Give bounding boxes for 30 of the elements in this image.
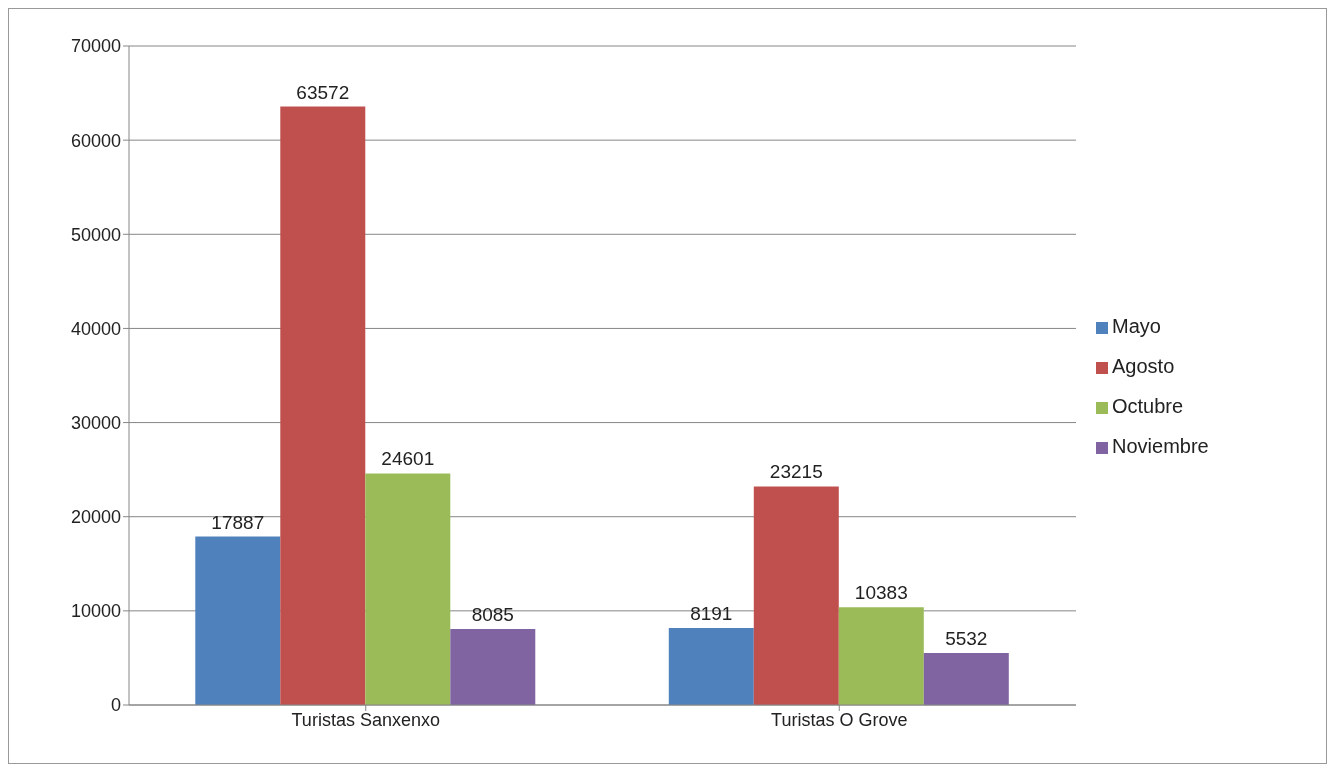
y-tick-label: 0 bbox=[110, 695, 121, 716]
legend-label: Octubre bbox=[1112, 395, 1184, 417]
data-label: 10383 bbox=[854, 582, 908, 604]
y-tick-label: 30000 bbox=[70, 412, 121, 433]
bar bbox=[365, 473, 451, 705]
data-label: 63572 bbox=[296, 81, 350, 103]
legend-label: Noviembre bbox=[1112, 435, 1209, 457]
data-label: 23215 bbox=[769, 461, 823, 483]
bar bbox=[753, 486, 839, 705]
y-tick-label: 60000 bbox=[70, 130, 121, 151]
data-label: 5532 bbox=[945, 627, 988, 649]
legend-label: Agosto bbox=[1112, 355, 1175, 377]
bar bbox=[668, 627, 754, 705]
x-tick-label: Turistas Sanxenxo bbox=[291, 709, 440, 730]
data-label: 24601 bbox=[381, 448, 435, 470]
y-tick-label: 70000 bbox=[70, 36, 121, 57]
bar bbox=[450, 628, 536, 705]
y-tick-label: 50000 bbox=[70, 224, 121, 245]
data-label: 8191 bbox=[690, 602, 733, 624]
bar bbox=[195, 536, 281, 705]
y-tick-label: 20000 bbox=[70, 507, 121, 528]
y-tick-label: 10000 bbox=[70, 601, 121, 622]
legend-label: Mayo bbox=[1112, 315, 1161, 337]
data-label: 17887 bbox=[211, 511, 265, 533]
y-tick-label: 40000 bbox=[70, 318, 121, 339]
data-label: 8085 bbox=[471, 603, 514, 625]
bar bbox=[280, 106, 366, 705]
bar bbox=[838, 607, 924, 705]
x-tick-label: Turistas O Grove bbox=[771, 709, 908, 730]
bar bbox=[923, 652, 1009, 705]
